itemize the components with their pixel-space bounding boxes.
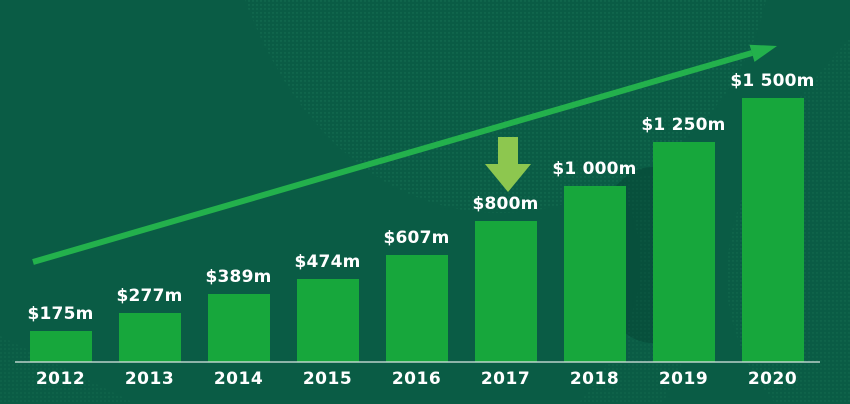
x-axis-tick-2013: 2013 (124, 369, 175, 389)
x-axis-tick-2015: 2015 (302, 369, 353, 389)
bar-value-label: $800m (472, 194, 539, 214)
bar-2019 (652, 142, 715, 362)
bar-column-2013: $277m (105, 0, 194, 362)
x-axis-tick-2012: 2012 (35, 369, 86, 389)
bar-value-label: $1 250m (641, 115, 726, 135)
x-axis-tick-2020: 2020 (747, 369, 798, 389)
x-axis-tick-2019: 2019 (658, 369, 709, 389)
bar-value-label: $389m (205, 267, 272, 287)
bar-column-2019: $1 250m (639, 0, 728, 362)
bar-value-label: $175m (27, 304, 94, 324)
x-axis-tick-2014: 2014 (213, 369, 264, 389)
bar-2016 (385, 255, 448, 362)
x-axis-line (15, 361, 820, 363)
x-axis-tick-2018: 2018 (569, 369, 620, 389)
bar-column-2015: $474m (283, 0, 372, 362)
bar-column-2020: $1 500m (728, 0, 817, 362)
bar-column-2016: $607m (372, 0, 461, 362)
x-axis-labels: 2012 2013 2014 2015 2016 2017 2018 2019 2020 (16, 369, 817, 389)
bar-2018 (563, 186, 626, 362)
bar-2020 (741, 98, 804, 362)
bar-column-2017: $800m (461, 0, 550, 362)
bar-2017 (474, 221, 537, 362)
bar-value-label: $1 000m (552, 159, 637, 179)
bar-value-label: $474m (294, 252, 361, 272)
bar-value-label: $607m (383, 228, 450, 248)
bar-column-2018: $1 000m (550, 0, 639, 362)
bar-value-label: $1 500m (730, 71, 815, 91)
bar-column-2014: $389m (194, 0, 283, 362)
x-axis-tick-2016: 2016 (391, 369, 442, 389)
bar-2012 (29, 331, 92, 362)
bar-2013 (118, 313, 181, 362)
bar-2015 (296, 279, 359, 362)
bar-column-2012: $175m (16, 0, 105, 362)
bar-2014 (207, 294, 270, 362)
down-arrow-icon (485, 137, 531, 192)
x-axis-tick-2017: 2017 (480, 369, 531, 389)
bar-value-label: $277m (116, 286, 183, 306)
bars-area: $175m $277m $389m $474m $607m $800m $1 000m $1 … (16, 0, 817, 362)
